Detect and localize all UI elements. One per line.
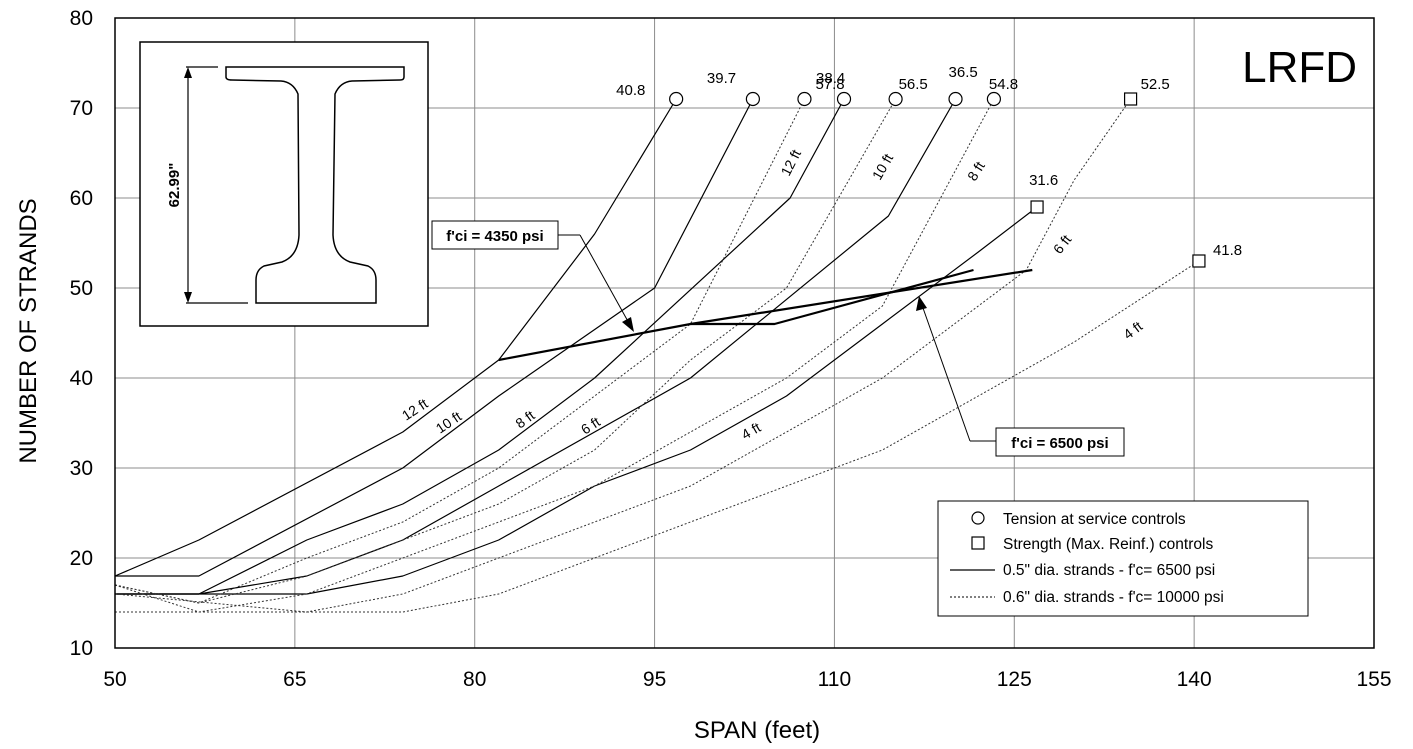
callout-box bbox=[431, 220, 559, 250]
legend: Tension at service controls Strength (Ma… bbox=[937, 500, 1309, 617]
girder-section-shape bbox=[225, 66, 405, 304]
y-tick-labels: 10 20 30 40 50 60 70 80 bbox=[70, 7, 93, 660]
legend-circle-marker bbox=[971, 511, 985, 525]
x-tick-label: 50 bbox=[103, 668, 126, 691]
legend-square-marker bbox=[971, 536, 985, 550]
x-tick-label: 125 bbox=[997, 668, 1032, 691]
series-line bbox=[114, 98, 677, 577]
series-line bbox=[690, 268, 1033, 326]
series-line bbox=[115, 98, 845, 595]
y-tick-label: 80 bbox=[70, 7, 93, 30]
strength-controls-marker bbox=[1192, 254, 1206, 268]
series-line bbox=[115, 260, 1200, 613]
tension-controls-marker bbox=[948, 91, 963, 107]
y-tick-label: 40 bbox=[70, 367, 93, 390]
tension-controls-marker bbox=[669, 91, 684, 107]
end-value-label: 39.7 bbox=[707, 70, 736, 87]
chart-title: LRFD bbox=[1242, 43, 1357, 92]
end-value-label: 54.8 bbox=[989, 76, 1018, 93]
end-value-label: 41.8 bbox=[1213, 242, 1242, 259]
series-line bbox=[114, 98, 995, 613]
callout-arrowhead bbox=[916, 296, 927, 311]
x-tick-label: 155 bbox=[1356, 668, 1391, 691]
plot-area-frame bbox=[114, 17, 1375, 649]
legend-entry-label: 0.5" dia. strands - f'c= 6500 psi bbox=[1003, 562, 1215, 579]
dimension-arrow-top bbox=[184, 67, 192, 78]
girder-cross-section-inset: 62.99" bbox=[139, 41, 429, 327]
end-value-label: 36.5 bbox=[949, 64, 978, 81]
tension-controls-marker bbox=[836, 91, 852, 107]
x-tick-labels: 50 65 80 95 110 125 140 155 bbox=[103, 668, 1391, 691]
series-layer bbox=[114, 98, 1200, 613]
series-line bbox=[115, 206, 1038, 595]
x-tick-label: 140 bbox=[1177, 668, 1212, 691]
end-markers: 40.8 39.7 38.4 36.5 31.6 57.8 56.5 54.8 52.5 41.8 bbox=[616, 64, 1242, 268]
tension-controls-marker bbox=[888, 91, 903, 107]
legend-entry-label: Strength (Max. Reinf.) controls bbox=[1003, 536, 1213, 553]
end-value-label: 56.5 bbox=[899, 76, 928, 93]
legend-entry-label: 0.6" dia. strands - f'c= 10000 psi bbox=[1003, 589, 1224, 606]
end-value-label: 52.5 bbox=[1141, 76, 1170, 93]
x-tick-label: 80 bbox=[463, 668, 486, 691]
series-line bbox=[114, 98, 1132, 613]
tension-controls-marker bbox=[797, 91, 812, 107]
y-axis-title: NUMBER OF STRANDS bbox=[15, 198, 42, 463]
x-tick-label: 95 bbox=[643, 668, 666, 691]
x-tick-label: 110 bbox=[818, 668, 851, 691]
series-line bbox=[115, 98, 754, 577]
y-tick-label: 30 bbox=[70, 457, 93, 480]
y-tick-label: 10 bbox=[70, 637, 93, 660]
tension-controls-marker bbox=[986, 91, 1002, 107]
callout-text: f'ci = 4350 psi bbox=[446, 228, 543, 245]
callout-arrowhead bbox=[622, 317, 634, 332]
callout-fci-4350: f'ci = 4350 psi bbox=[431, 220, 634, 332]
strength-controls-marker bbox=[1123, 92, 1138, 106]
tension-controls-marker bbox=[745, 91, 760, 107]
end-value-label: 40.8 bbox=[616, 82, 645, 99]
girder-height-label: 62.99" bbox=[166, 163, 183, 208]
end-value-label: 57.8 bbox=[815, 76, 844, 93]
series-line bbox=[114, 98, 897, 604]
legend-box bbox=[937, 500, 1309, 617]
y-tick-label: 60 bbox=[70, 187, 93, 210]
y-tick-label: 20 bbox=[70, 547, 93, 570]
callout-leader bbox=[579, 234, 631, 326]
y-tick-label: 50 bbox=[70, 277, 93, 300]
x-tick-label: 65 bbox=[283, 668, 306, 691]
series-line bbox=[115, 98, 957, 595]
callout-fci-6500: f'ci = 6500 psi bbox=[916, 296, 1125, 457]
series-line bbox=[114, 98, 805, 604]
end-value-label: 31.6 bbox=[1029, 172, 1058, 189]
dimension-arrow-bottom bbox=[184, 292, 192, 303]
legend-entry-label: Tension at service controls bbox=[1003, 511, 1186, 528]
callout-box bbox=[995, 427, 1125, 457]
callout-text: f'ci = 6500 psi bbox=[1011, 435, 1108, 452]
callout-leader bbox=[922, 307, 971, 442]
end-value-label: 38.4 bbox=[816, 70, 845, 87]
series-line bbox=[498, 268, 974, 362]
x-axis-title: SPAN (feet) bbox=[694, 717, 820, 744]
y-tick-label: 70 bbox=[70, 97, 93, 120]
strength-controls-marker bbox=[1030, 200, 1044, 214]
